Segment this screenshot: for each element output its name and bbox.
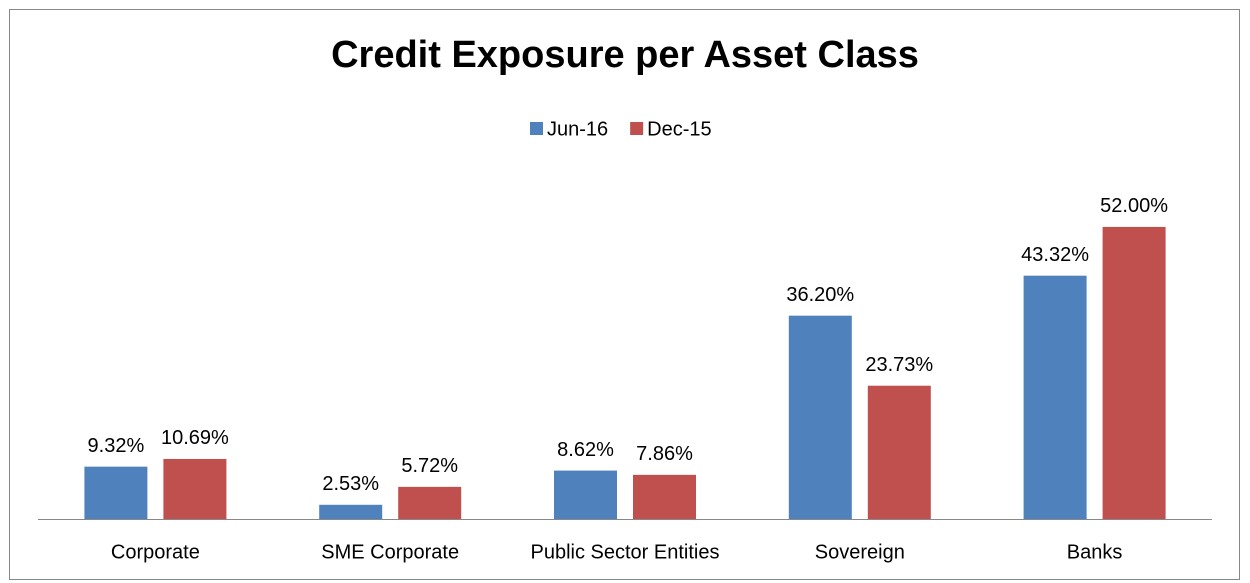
bar — [788, 315, 852, 519]
data-label: 9.32% — [88, 435, 145, 457]
legend-swatch — [530, 122, 543, 135]
data-label: 7.86% — [636, 443, 693, 465]
data-label: 8.62% — [557, 439, 614, 461]
bar — [633, 474, 696, 519]
bar — [554, 470, 617, 519]
data-label: 2.53% — [322, 473, 379, 495]
bar — [867, 385, 931, 519]
bar — [1102, 226, 1166, 519]
bar — [163, 458, 227, 519]
x-tick-label: Sovereign — [815, 541, 905, 563]
legend-label: Jun-16 — [547, 118, 608, 140]
chart-title: Credit Exposure per Asset Class — [331, 34, 919, 76]
bar — [398, 486, 462, 519]
data-label: 52.00% — [1100, 195, 1168, 217]
data-label: 23.73% — [865, 354, 933, 376]
x-tick-label: Banks — [1067, 541, 1123, 563]
x-tick-label: Corporate — [111, 541, 200, 563]
bar — [84, 466, 148, 519]
data-label: 36.20% — [786, 284, 854, 306]
data-label: 10.69% — [161, 427, 229, 449]
data-label: 43.32% — [1021, 244, 1089, 266]
legend-swatch — [630, 122, 644, 135]
x-tick-label: Public Sector Entities — [531, 541, 720, 563]
data-label: 5.72% — [401, 455, 458, 477]
bar — [1023, 275, 1087, 519]
legend-label: Dec-15 — [647, 118, 711, 140]
x-tick-label: SME Corporate — [321, 541, 459, 563]
bar — [319, 504, 383, 519]
